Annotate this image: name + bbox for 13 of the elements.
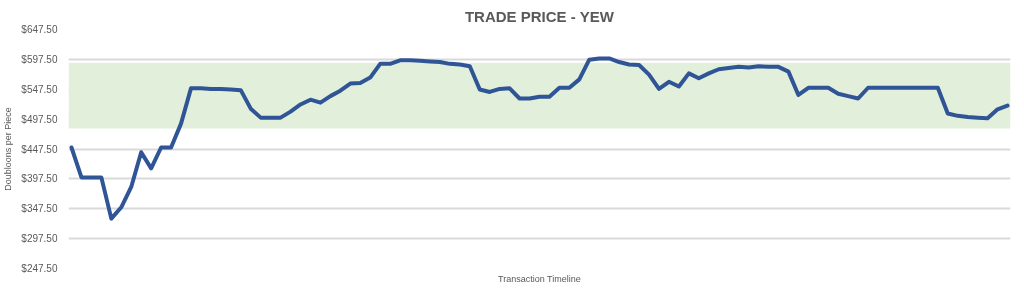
x-axis-title: Transaction Timeline	[498, 273, 581, 284]
y-tick-label: $397.50	[21, 173, 58, 185]
y-tick-label: $647.50	[21, 24, 58, 35]
line-series	[69, 56, 1010, 221]
y-tick-label: $347.50	[21, 203, 58, 215]
y-tick-label: $297.50	[21, 233, 58, 245]
y-tick-label: $247.50	[21, 263, 58, 274]
y-tick-label: $447.50	[21, 143, 58, 155]
y-axis-title: Doubloons per Piece	[3, 107, 14, 191]
y-tick-label: $597.50	[21, 53, 58, 65]
y-tick-label: $547.50	[21, 83, 58, 95]
y-tick-label: $497.50	[21, 113, 58, 125]
chart-title: TRADE PRICE - YEW	[464, 7, 615, 25]
